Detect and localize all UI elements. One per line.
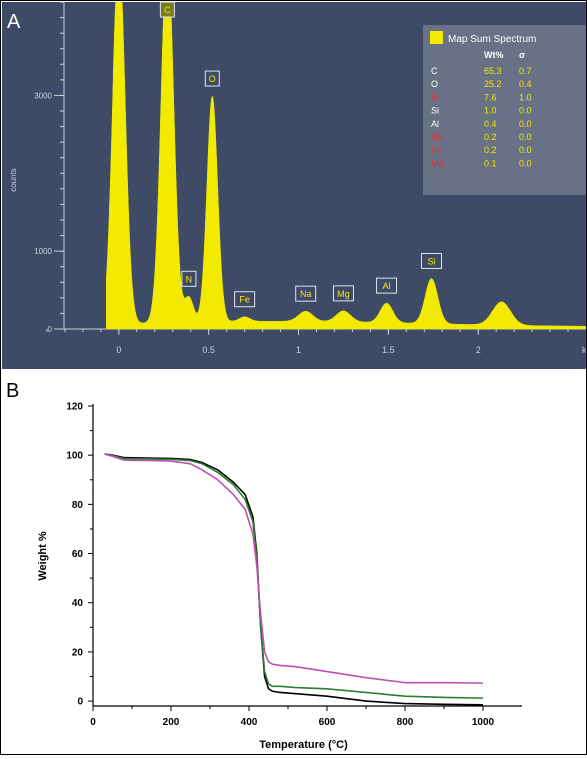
- peak-label-text: Fe: [239, 295, 250, 305]
- y-tick-label: 1000: [34, 247, 52, 256]
- x-tick-label: 200: [163, 717, 180, 728]
- x-tick-label: 1.5: [382, 345, 395, 355]
- peak-label-box: [295, 285, 317, 302]
- legend-element: Si: [431, 106, 439, 116]
- series-line-3: [104, 453, 484, 684]
- legend-wt-value: 1.0: [484, 106, 497, 116]
- peak-label-fe: Fe: [234, 291, 256, 308]
- peak-label-na: Na: [295, 285, 317, 302]
- y-axis-label: counts: [9, 168, 18, 192]
- peak-label-text: Mg: [337, 289, 350, 299]
- tga-chart: 0 20 40 60 80 100 120 0 200 400 600 800 1000 Temperat…: [6, 380, 522, 751]
- peak-label-al: Al: [376, 277, 398, 294]
- peak-label-text: Na: [300, 289, 312, 299]
- y-tick-label: 120: [66, 402, 83, 413]
- peak-label-box: [159, 2, 175, 18]
- legend-wt-value: 65.3: [484, 66, 502, 76]
- legend-sigma-value: 0.0: [519, 158, 532, 168]
- y-tick-label: 20: [72, 647, 84, 658]
- peak-label-box: [420, 252, 442, 269]
- tga-panel: 0 20 40 60 80 100 120 0 200 400 600 800 1000 Temperat…: [2, 369, 586, 754]
- legend-wt-value: 0.2: [484, 145, 497, 155]
- peak-label-o: O: [204, 70, 220, 87]
- peak-label-box: [376, 277, 398, 294]
- legend-wt-value: 0.4: [484, 119, 497, 129]
- legend-element: Al: [431, 119, 439, 129]
- x-axis-label: Temperature (°C): [259, 739, 348, 751]
- legend-wt-value: 7.6: [484, 92, 497, 102]
- legend-col-wt: Wt%: [484, 50, 504, 60]
- legend-title: Map Sum Spectrum: [448, 34, 536, 45]
- y-tick-label: 100: [66, 451, 83, 462]
- x-tick-label: 2: [476, 345, 481, 355]
- peak-label-text: O: [209, 74, 216, 84]
- y-axis-label: Weight %: [37, 531, 49, 581]
- peak-label-mg: Mg: [332, 285, 354, 302]
- x-axis-label: keV: [582, 345, 586, 355]
- legend-wt-value: 0.2: [484, 132, 497, 142]
- peak-label-text: Si: [427, 256, 435, 266]
- spectrum-area: [106, 2, 586, 330]
- panel-label-b: B: [6, 380, 19, 402]
- legend-sigma-value: 0.0: [519, 106, 532, 116]
- y-tick-label: 0: [48, 325, 53, 334]
- legend: Map Sum Spectrum Wt% σ C 65.3 0.7 O 25.2 0.4 N 7.6…: [423, 25, 586, 195]
- x-tick-label: 800: [397, 717, 414, 728]
- peak-label-box: [234, 291, 256, 308]
- legend-element: Mg: [431, 158, 444, 168]
- legend-col-sigma: σ: [519, 50, 525, 60]
- legend-wt-value: 25.2: [484, 79, 502, 89]
- peak-label-n: N: [181, 270, 197, 287]
- legend-wt-value: 0.1: [484, 158, 497, 168]
- y-tick-label: 40: [72, 598, 84, 609]
- x-tick-label: 1: [296, 345, 301, 355]
- eds-spectrum-panel: 01000300000.511.52keVcountsCNOFeNaMgAlSi…: [2, 2, 586, 369]
- peak-label-text: C: [164, 5, 171, 15]
- peak-label-text: Al: [383, 281, 391, 291]
- y-tick-label: 0: [77, 697, 83, 708]
- legend-sigma-value: 0.0: [519, 145, 532, 155]
- x-tick-label: 0: [116, 345, 121, 355]
- x-tick-label: 1000: [472, 717, 495, 728]
- peak-label-box: [204, 70, 220, 87]
- eds-spectrum-chart: 01000300000.511.52keVcountsCNOFeNaMgAlSi…: [7, 2, 586, 355]
- x-tick-label: 600: [319, 717, 336, 728]
- peak-label-c: C: [159, 2, 175, 18]
- legend-sigma-value: 0.0: [519, 132, 532, 142]
- y-tick-label: 80: [72, 500, 84, 511]
- legend-element: C: [431, 66, 438, 76]
- legend-sigma-value: 0.4: [519, 79, 532, 89]
- x-tick-label: 0: [90, 717, 96, 728]
- peak-label-box: [332, 285, 354, 302]
- peak-label-box: [181, 270, 197, 287]
- series-line-2: [104, 453, 484, 699]
- legend-element: N: [431, 92, 438, 102]
- legend-element: Na: [431, 132, 443, 142]
- peak-label-si: Si: [420, 252, 442, 269]
- legend-background: [423, 25, 586, 195]
- panel-label-a: A: [7, 11, 21, 33]
- legend-swatch: [430, 31, 443, 44]
- y-tick-label: 3000: [34, 91, 52, 100]
- x-tick-label: 400: [241, 717, 258, 728]
- legend-sigma-value: 1.0: [519, 92, 532, 102]
- legend-element: Fe: [431, 145, 442, 155]
- peak-label-text: N: [186, 274, 193, 284]
- legend-element: O: [431, 79, 438, 89]
- y-tick-label: 60: [72, 549, 84, 560]
- legend-sigma-value: 0.0: [519, 119, 532, 129]
- legend-sigma-value: 0.7: [519, 66, 532, 76]
- x-tick-label: 0.5: [202, 345, 215, 355]
